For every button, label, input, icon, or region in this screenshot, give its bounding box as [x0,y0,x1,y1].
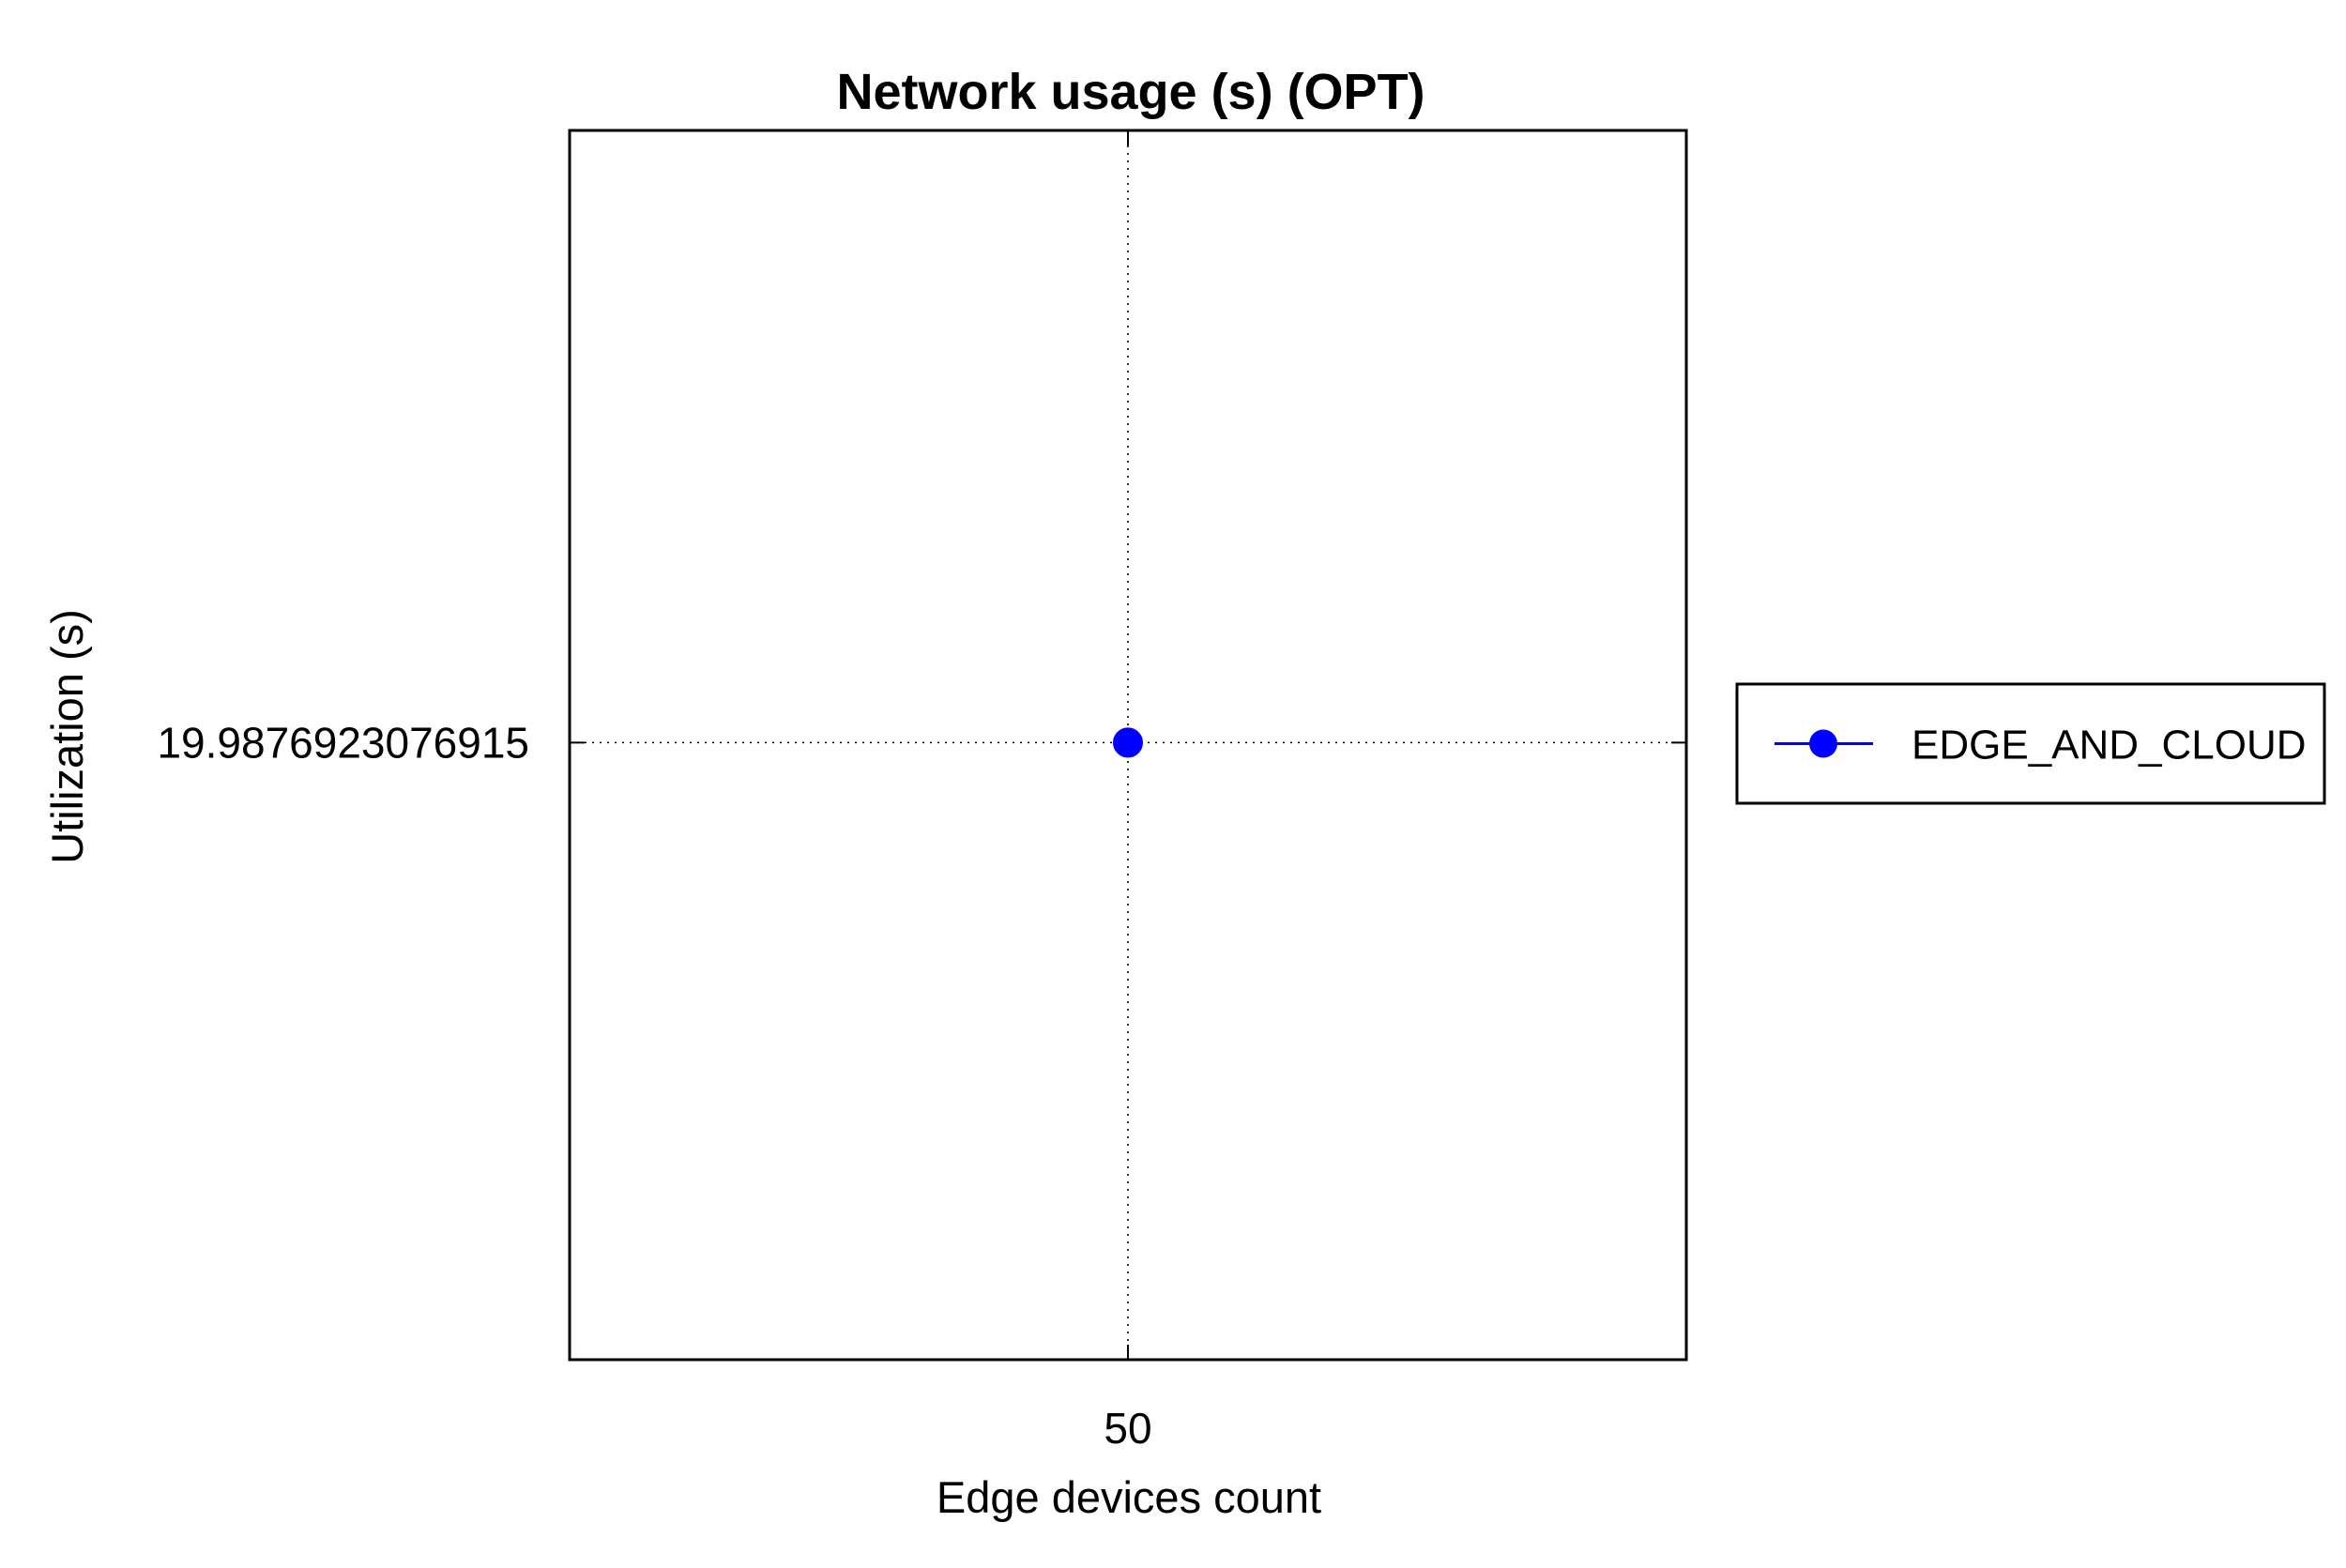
x-axis-label: Edge devices count [937,1472,1321,1522]
plot-area: 50 19.9876923076915 [157,129,1688,1453]
data-point [1113,727,1143,758]
chart-title: Network usage (s) (OPT) [836,64,1424,120]
x-tick-label: 50 [1104,1404,1151,1453]
legend-marker [1809,729,1837,758]
y-axis-label: Utilization (s) [42,609,92,864]
legend-label: EDGE_AND_CLOUD [1912,723,2307,769]
legend: EDGE_AND_CLOUD [1735,682,2326,805]
y-tick-label: 19.9876923076915 [157,718,529,767]
